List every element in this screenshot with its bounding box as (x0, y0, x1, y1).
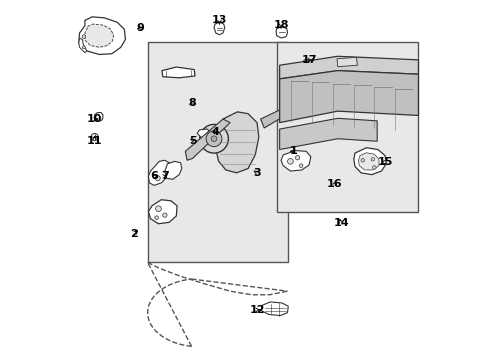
Text: 14: 14 (333, 218, 348, 228)
Polygon shape (279, 71, 418, 123)
Circle shape (372, 166, 375, 169)
Text: 11: 11 (87, 136, 102, 145)
Circle shape (155, 176, 160, 181)
Polygon shape (148, 200, 177, 224)
Polygon shape (336, 57, 357, 67)
Text: 5: 5 (188, 136, 196, 145)
Text: 3: 3 (253, 168, 260, 178)
Text: 4: 4 (211, 127, 219, 136)
Circle shape (82, 35, 85, 39)
Polygon shape (358, 153, 378, 170)
Circle shape (155, 216, 158, 220)
Circle shape (155, 206, 161, 212)
Text: 8: 8 (188, 98, 196, 108)
Polygon shape (215, 112, 258, 173)
Circle shape (211, 136, 217, 141)
Circle shape (199, 125, 228, 153)
Text: 16: 16 (326, 179, 342, 189)
Bar (147, 42, 287, 262)
Text: 17: 17 (302, 55, 317, 65)
Polygon shape (148, 160, 169, 185)
Polygon shape (281, 150, 310, 171)
Polygon shape (79, 17, 125, 54)
Text: 13: 13 (211, 15, 226, 26)
Circle shape (370, 157, 374, 161)
Circle shape (360, 158, 364, 162)
Polygon shape (301, 59, 312, 72)
Polygon shape (276, 27, 287, 38)
Text: 2: 2 (130, 229, 138, 239)
Circle shape (91, 134, 98, 140)
Text: 15: 15 (377, 157, 392, 167)
Text: 18: 18 (273, 20, 288, 30)
Polygon shape (162, 67, 195, 78)
Polygon shape (197, 129, 210, 138)
Text: 9: 9 (136, 23, 144, 33)
Polygon shape (279, 118, 376, 149)
Polygon shape (79, 39, 86, 53)
Text: 1: 1 (289, 146, 297, 156)
Text: 10: 10 (87, 114, 102, 124)
Polygon shape (261, 302, 287, 316)
Text: 12: 12 (249, 305, 264, 315)
Circle shape (163, 213, 167, 217)
Bar (276, 42, 418, 212)
Polygon shape (185, 119, 230, 160)
Polygon shape (279, 56, 418, 79)
Polygon shape (214, 22, 224, 35)
Circle shape (82, 46, 85, 49)
Text: 7: 7 (161, 171, 168, 181)
Polygon shape (85, 24, 113, 47)
Circle shape (206, 131, 222, 147)
Polygon shape (164, 161, 182, 179)
Circle shape (295, 156, 299, 160)
Circle shape (299, 164, 303, 167)
Circle shape (287, 158, 293, 164)
Polygon shape (94, 113, 102, 121)
Text: 6: 6 (150, 171, 158, 181)
Polygon shape (260, 107, 287, 128)
Polygon shape (353, 148, 386, 175)
